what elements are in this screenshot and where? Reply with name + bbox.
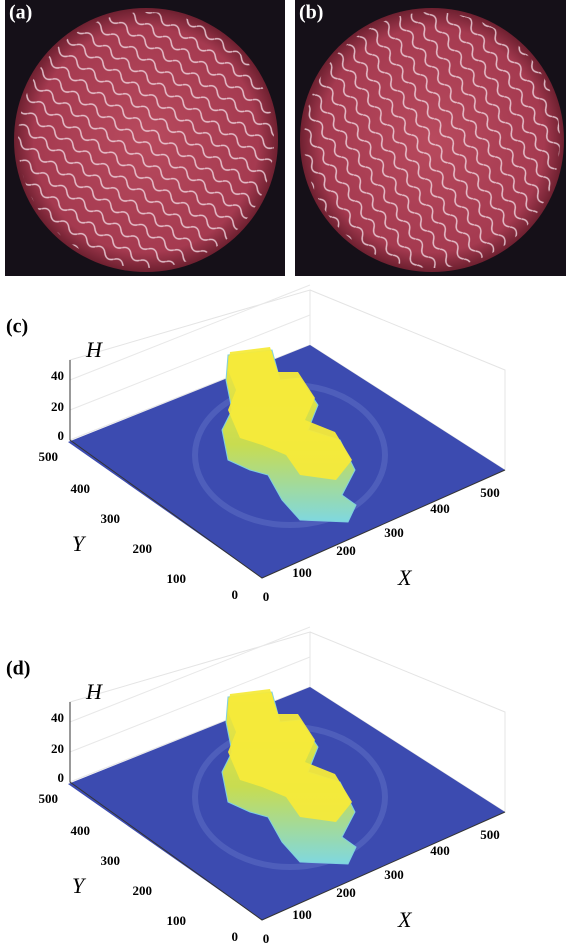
x-tick-label: 300 [384, 867, 404, 882]
y-tick-label: 300 [101, 511, 121, 526]
x-tick-label: 100 [292, 907, 312, 922]
x-tick-label: 200 [336, 543, 356, 558]
y-axis-label: Y [72, 873, 87, 898]
x-tick-label: 0 [263, 931, 270, 946]
y-tick-label: 400 [71, 481, 91, 496]
y-tick-label: 0 [232, 929, 239, 944]
x-tick-label: 0 [263, 589, 270, 604]
z-tick-label: 20 [51, 399, 64, 414]
x-axis-label: X [397, 907, 413, 932]
z-tick-label: 0 [58, 770, 65, 785]
x-tick-label: 500 [480, 827, 500, 842]
z-tick-label: 20 [51, 741, 64, 756]
figure: (a) (b) (c)02040010020030040050001002003… [0, 0, 566, 950]
x-axis-label: X [397, 565, 413, 590]
panel-label: (d) [6, 658, 30, 680]
y-tick-label: 100 [167, 571, 187, 586]
z-tick-label: 40 [51, 710, 64, 725]
pattern [18, 12, 274, 268]
y-tick-label: 300 [101, 853, 121, 868]
z-axis-label: H [85, 679, 103, 704]
y-axis-label: Y [72, 531, 87, 556]
z-tick-label: 0 [58, 428, 65, 443]
y-tick-label: 200 [133, 541, 153, 556]
x-tick-label: 100 [292, 565, 312, 580]
y-tick-label: 0 [232, 587, 239, 602]
x-tick-label: 400 [430, 843, 450, 858]
x-tick-label: 400 [430, 501, 450, 516]
y-tick-label: 500 [39, 449, 59, 464]
panel-label: (b) [299, 2, 323, 24]
y-tick-label: 400 [71, 823, 91, 838]
surface-plot: (d)0204001002003004005000100200300400500… [6, 627, 505, 946]
x-tick-label: 500 [480, 485, 500, 500]
y-tick-label: 100 [167, 913, 187, 928]
page: (a) (b) (c)02040010020030040050001002003… [0, 0, 566, 950]
y-tick-label: 200 [133, 883, 153, 898]
surface-plot: (c)0204001002003004005000100200300400500… [6, 285, 505, 604]
y-tick-label: 500 [39, 791, 59, 806]
panel-label: (a) [9, 2, 32, 24]
x-tick-label: 300 [384, 525, 404, 540]
x-tick-label: 200 [336, 885, 356, 900]
z-tick-label: 40 [51, 368, 64, 383]
z-axis-label: H [85, 337, 103, 362]
panel-label: (c) [6, 316, 28, 338]
